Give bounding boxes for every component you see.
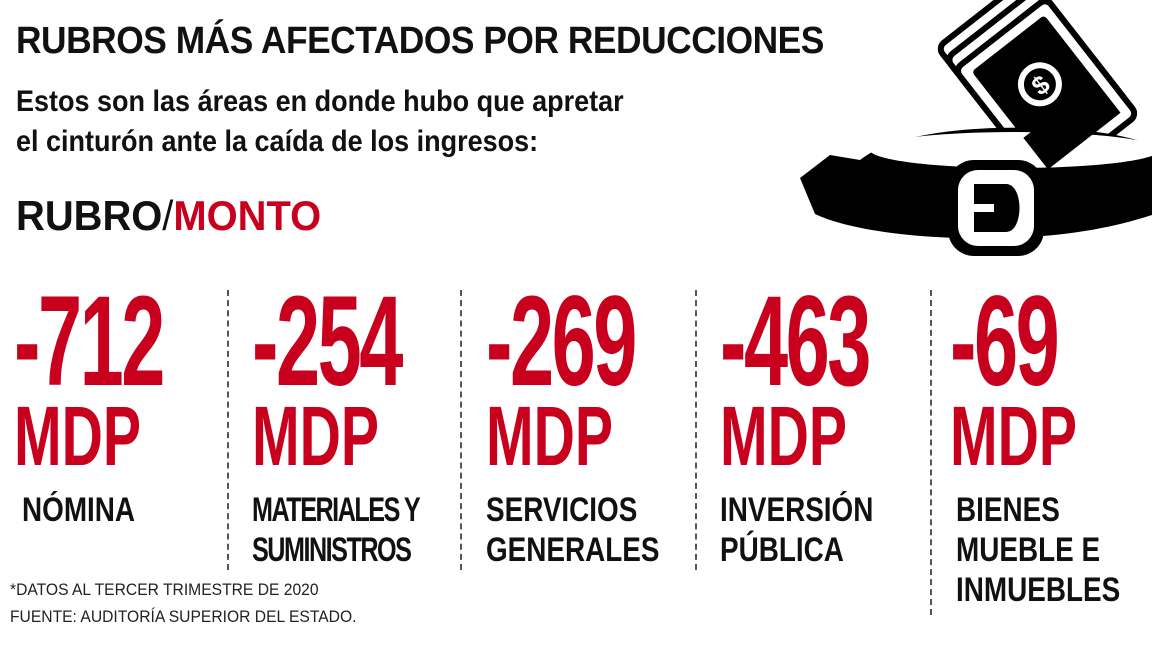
amount-unit: MDP: [486, 389, 613, 483]
footnote-source: FUENTE: AUDITORÍA SUPERIOR DEL ESTADO.: [10, 607, 357, 626]
item-label-line-2: GENERALES: [486, 531, 660, 569]
legend-rubro: RUBRO: [16, 192, 163, 239]
amount-value: -712: [14, 270, 165, 413]
item-label: NÓMINA: [22, 490, 212, 530]
subtitle-line-1: Estos son las áreas en donde hubo que ap…: [16, 85, 624, 118]
column-divider: [930, 290, 932, 615]
item-label-line-1: SERVICIOS: [486, 491, 638, 529]
amount-unit: MDP: [252, 389, 379, 483]
item-label-line-1: NÓMINA: [22, 491, 136, 529]
item-inversion-publica: -463 MDP INVERSIÓN PÚBLICA: [720, 270, 960, 570]
item-label-line-1: BIENES: [956, 491, 1060, 529]
item-materiales-suministros: -254 MDP MATERIALES Y SUMINISTROS: [252, 270, 492, 570]
item-label: INVERSIÓN PÚBLICA: [720, 490, 917, 570]
legend-monto: MONTO: [173, 192, 322, 239]
amount-unit: MDP: [950, 389, 1077, 483]
item-label: MATERIALES Y SUMINISTROS: [252, 490, 430, 570]
column-divider: [227, 290, 229, 570]
subtitle: Estos son las áreas en donde hubo que ap…: [16, 82, 624, 162]
item-label-line-1: MATERIALES Y: [252, 491, 421, 529]
amount-value: -69: [950, 270, 1060, 413]
page-title: RUBROS MÁS AFECTADOS POR REDUCCIONES: [16, 20, 824, 62]
item-label-line-2: SUMINISTROS: [252, 531, 412, 569]
item-label-line-1: INVERSIÓN: [720, 491, 874, 529]
amount-value: -463: [720, 270, 871, 413]
amount-value: -254: [252, 270, 403, 413]
item-bienes-muebles-inmuebles: -69 MDP BIENES MUEBLE E INMUEBLES: [950, 270, 1152, 610]
column-divider: [460, 290, 462, 570]
legend-slash: /: [162, 192, 174, 239]
item-label: BIENES MUEBLE E INMUEBLES: [956, 490, 1120, 610]
amount-value: -269: [486, 270, 637, 413]
item-servicios-generales: -269 MDP SERVICIOS GENERALES: [486, 270, 726, 570]
item-label: SERVICIOS GENERALES: [486, 490, 683, 570]
item-label-line-2: PÚBLICA: [720, 531, 844, 569]
subtitle-line-2: el cinturón ante la caída de los ingreso…: [16, 125, 539, 158]
footnote-date: *DATOS AL TERCER TRIMESTRE DE 2020: [10, 580, 319, 599]
amount-unit: MDP: [14, 389, 141, 483]
legend-rubro-monto: RUBRO/MONTO: [16, 192, 321, 240]
item-nomina: -712 MDP NÓMINA: [14, 270, 254, 530]
column-divider: [695, 290, 697, 570]
item-label-line-2: MUEBLE E: [956, 531, 1101, 569]
belt-with-money-icon: $: [800, 0, 1152, 256]
amount-unit: MDP: [720, 389, 847, 483]
item-label-line-3: INMUEBLES: [956, 571, 1121, 609]
